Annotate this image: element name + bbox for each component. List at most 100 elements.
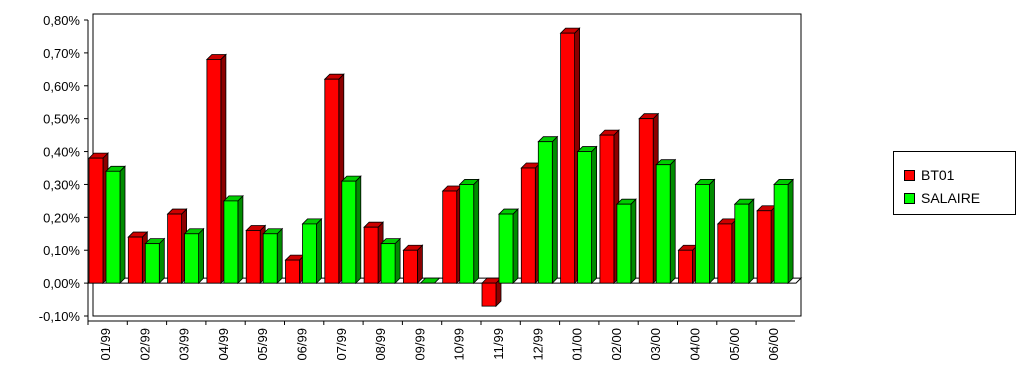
bar-front	[88, 157, 104, 284]
x-tick-label: 01/00	[570, 328, 585, 361]
x-axis-labels: 01/99 02/99 03/99 04/99 05/99 06/99 07/99 08/99…	[87, 321, 781, 361]
bar-salaire-05-00	[733, 198, 755, 285]
y-axis-ticks: 0,80% 0,70% 0,60% 0,50% 0,40% 0,30% 0,20% 0,10%…	[39, 13, 88, 324]
legend-label-salaire: SALAIRE	[921, 190, 981, 206]
bar-salaire-07-99	[340, 175, 362, 285]
bar-bt01-12-99	[520, 162, 542, 285]
bar-side	[198, 227, 205, 285]
bar-front	[734, 203, 750, 284]
bar-front	[363, 226, 379, 284]
legend-item-salaire: SALAIRE	[904, 190, 980, 206]
x-tick-label: 01/99	[98, 328, 113, 361]
bar-front	[302, 223, 317, 284]
bar-salaire-09-99	[419, 277, 441, 284]
y-tick-label: 0,40%	[43, 145, 80, 160]
y-tick-label: 0,00%	[43, 276, 80, 291]
x-tick-label: 06/00	[766, 328, 781, 361]
bar-front	[616, 203, 632, 284]
bar-front	[577, 151, 592, 284]
bar-front	[324, 78, 340, 284]
bar-front	[537, 141, 553, 284]
bar-front	[498, 213, 514, 284]
bar-bt01-02-99	[127, 231, 149, 285]
x-tick-label: 07/99	[334, 328, 349, 361]
bar-side	[158, 237, 165, 285]
y-tick-label: 0,20%	[43, 210, 80, 225]
bar-side	[591, 145, 597, 285]
x-tick-label: 02/00	[609, 328, 624, 361]
bar-bt01-05-00	[716, 217, 738, 285]
x-tick-label: 03/99	[177, 328, 192, 361]
bar-salaire-08-99	[380, 237, 402, 285]
bar-front	[717, 223, 733, 284]
legend-swatch-bt01	[904, 169, 915, 181]
bar-front	[285, 259, 300, 284]
bar-side	[276, 227, 283, 285]
bar-front	[678, 249, 693, 284]
bar-bt01-03-00	[638, 112, 660, 285]
bar-side	[355, 175, 362, 285]
y-tick-label: 0,30%	[43, 177, 80, 192]
x-tick-label: 02/99	[137, 328, 152, 361]
bar-front	[638, 118, 654, 284]
y-tick-label: -0,10%	[39, 309, 81, 324]
x-tick-label: 11/99	[491, 328, 506, 360]
legend: BT01 SALAIRE	[893, 151, 1016, 215]
x-tick-label: 05/00	[727, 328, 742, 361]
bar-salaire-12-99	[537, 135, 559, 285]
bar-side	[119, 165, 126, 285]
bar-side	[473, 178, 480, 285]
x-tick-label: 05/99	[255, 328, 270, 361]
bar-side	[237, 194, 244, 285]
x-tick-label: 10/99	[452, 328, 467, 361]
bar-front	[380, 243, 396, 284]
bar-front	[245, 230, 261, 284]
bar-side	[512, 208, 519, 285]
y-tick-label: 0,60%	[43, 79, 80, 94]
bar-front	[655, 164, 671, 284]
x-tick-label: 06/99	[295, 328, 310, 361]
bar-salaire-06-00	[773, 178, 795, 285]
bar-side	[709, 178, 715, 285]
bar-front	[127, 236, 143, 284]
x-tick-label: 12/99	[530, 328, 545, 361]
y-tick-label: 0,50%	[43, 112, 80, 127]
bar-front	[167, 213, 183, 284]
y-tick-label: 0,80%	[43, 13, 80, 28]
x-tick-label: 08/99	[373, 328, 388, 361]
x-tick-label: 09/99	[412, 328, 427, 361]
bar-salaire-01-00	[576, 145, 598, 285]
bar-side	[630, 198, 637, 285]
bar-front	[223, 200, 239, 284]
bar-salaire-05-99	[262, 227, 284, 285]
bar-front	[481, 282, 497, 307]
bar-bt01-09-99	[402, 244, 424, 285]
bar-bt01-04-00	[677, 244, 699, 285]
x-tick-label: 03/00	[648, 328, 663, 361]
bar-salaire-03-00	[655, 158, 677, 285]
bar-front	[560, 32, 575, 284]
bar-front	[520, 167, 536, 284]
bar-front	[105, 170, 121, 284]
bar-salaire-04-00	[694, 178, 716, 285]
y-tick-label: 0,70%	[43, 46, 80, 61]
bar-salaire-11-99	[498, 208, 519, 285]
bar-front	[341, 180, 357, 284]
legend-swatch-salaire	[904, 192, 915, 204]
bars	[88, 27, 795, 308]
bar-side	[551, 135, 558, 285]
bar-front	[442, 190, 458, 284]
bar-front	[773, 184, 789, 284]
bar-bt01-06-00	[756, 204, 778, 285]
bar-salaire-06-99	[301, 217, 323, 285]
bar-front	[599, 134, 615, 284]
x-tick-label: 04/99	[216, 328, 231, 361]
bar-front	[206, 59, 222, 284]
bar-side	[316, 217, 322, 285]
bar-side	[787, 178, 794, 285]
bar-front	[756, 210, 772, 284]
bar-bt01-07-99	[323, 73, 345, 285]
bar-salaire-01-99	[105, 165, 126, 285]
bar-side	[416, 244, 423, 285]
